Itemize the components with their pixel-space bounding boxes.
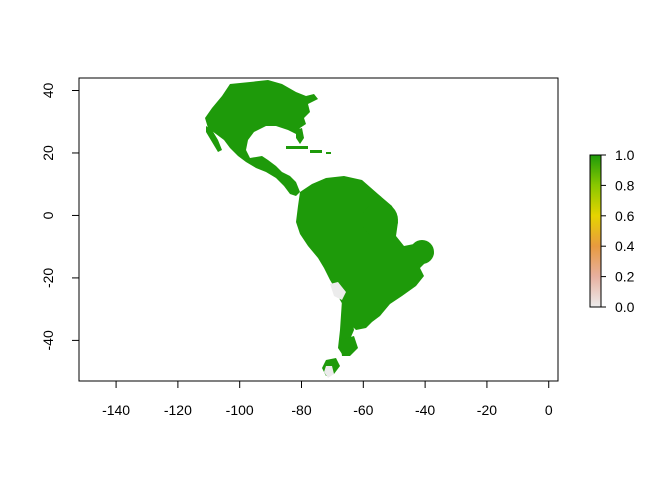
baja-shape [206,126,222,152]
florida-shape [296,128,304,144]
x-axis: -140 -120 -100 -80 -60 -40 -20 0 [102,381,553,418]
legend-tick-label: 0.2 [615,269,635,285]
y-tick-label: 0 [40,211,56,219]
x-tick-label: -100 [226,402,254,418]
cuba-shape [286,146,308,149]
y-tick-label: -20 [40,268,56,288]
legend-tick-label: 0.6 [615,208,635,224]
color-legend: 0.0 0.2 0.4 0.6 0.8 1.0 [589,147,635,315]
fuego-low-patch [324,366,334,378]
x-tick-label: -140 [102,402,130,418]
x-tick-label: -120 [164,402,192,418]
x-tick-label: -40 [415,402,435,418]
north-america-shape [205,80,318,196]
brazil-lobe [382,250,418,286]
legend-ticks: 0.0 0.2 0.4 0.6 0.8 1.0 [601,147,635,315]
patagonia-shape [340,336,358,356]
y-axis: 40 20 0 -20 -40 [40,82,79,351]
legend-tick-label: 0.8 [615,177,635,193]
x-tick-label: -60 [353,402,373,418]
plot-frame [78,77,559,382]
x-tick-label: -20 [477,402,497,418]
legend-bar [589,154,602,308]
south-america-shape [296,176,434,330]
amazon-lobe-1 [362,202,398,238]
y-tick-label: 20 [40,145,56,161]
legend-tick-label: 0.0 [615,299,635,315]
x-tick-label: 0 [545,402,553,418]
legend-tick-label: 1.0 [615,147,635,163]
y-tick-label: -40 [40,330,56,350]
land-layer [205,80,434,378]
legend-tick-label: 0.4 [615,238,635,254]
amazon-lobe-2 [410,240,434,264]
atacama-low-patch [330,282,346,300]
y-tick-label: 40 [40,82,56,98]
hispaniola-shape [310,150,322,153]
x-tick-label: -80 [291,402,311,418]
puerto-rico-shape [326,152,331,154]
